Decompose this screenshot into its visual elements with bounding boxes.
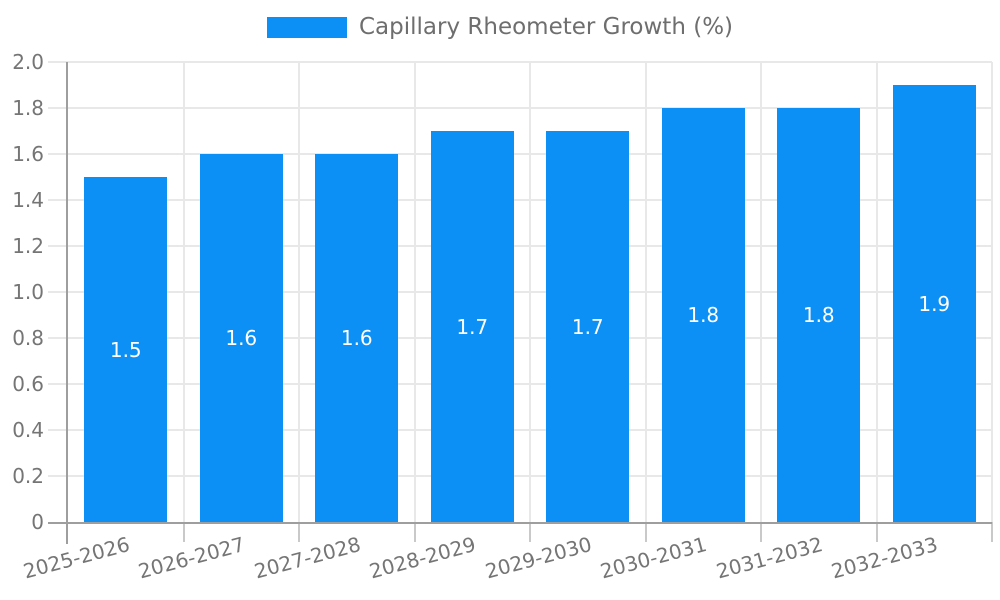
legend-swatch (266, 16, 347, 38)
y-tick-label: 1.0 (12, 280, 44, 304)
y-tick (48, 199, 68, 201)
bar-value-label: 1.9 (918, 291, 951, 316)
x-tick (298, 522, 300, 542)
x-tick-label: 2025-2026 (20, 532, 132, 584)
x-tick-label: 2027-2028 (251, 532, 363, 584)
bar-slot: 1.8 (646, 62, 762, 522)
bar-value-label: 1.6 (340, 326, 373, 350)
x-tick (644, 522, 647, 542)
bar[interactable]: 1.5 (84, 177, 168, 522)
y-tick-label: 0.2 (12, 464, 44, 488)
bar-slot: 1.8 (761, 62, 877, 522)
x-tick (875, 522, 878, 542)
bar-value-label: 1.7 (456, 314, 489, 339)
bar[interactable]: 1.6 (315, 154, 399, 522)
y-tick (48, 153, 68, 155)
bar-slot: 1.6 (184, 62, 300, 522)
bar[interactable]: 1.9 (892, 85, 976, 522)
x-tick-label: 2031-2032 (713, 532, 825, 584)
y-tick (48, 291, 68, 293)
y-tick (48, 245, 68, 247)
v-gridline (182, 62, 185, 522)
bar[interactable]: 1.7 (546, 131, 630, 522)
y-tick-label: 2.0 (12, 50, 44, 74)
bar-value-label: 1.7 (571, 314, 604, 339)
y-tick (48, 337, 68, 339)
y-axis-line (66, 62, 68, 544)
bar[interactable]: 1.7 (430, 131, 514, 522)
x-tick (413, 522, 416, 542)
v-gridline (644, 62, 647, 522)
x-tick-label: 2029-2030 (482, 532, 594, 584)
y-tick-label: 0.6 (12, 372, 44, 396)
v-gridline (529, 62, 531, 522)
x-tick (182, 522, 185, 542)
v-gridline (875, 62, 878, 522)
bar-value-label: 1.8 (802, 303, 835, 327)
bar[interactable]: 1.8 (661, 108, 745, 522)
x-tick (991, 522, 993, 542)
bar-value-label: 1.6 (225, 326, 258, 350)
y-tick-label: 1.2 (12, 234, 44, 258)
x-tick-label: 2030-2031 (597, 532, 710, 584)
bar-slot: 1.7 (415, 62, 531, 522)
y-tick (48, 61, 68, 63)
bar-slot: 1.7 (530, 62, 646, 522)
y-tick (48, 475, 68, 477)
x-tick-label: 2032-2033 (828, 532, 941, 584)
v-gridline (413, 62, 416, 522)
y-tick (48, 429, 68, 431)
v-gridline (298, 62, 300, 522)
chart-legend: Capillary Rheometer Growth (%) (0, 14, 1000, 40)
legend-item[interactable]: Capillary Rheometer Growth (%) (266, 14, 734, 40)
v-gridline (991, 62, 993, 522)
legend-label: Capillary Rheometer Growth (%) (358, 14, 734, 40)
y-tick-label: 1.6 (12, 142, 44, 166)
y-tick-label: 0.4 (12, 418, 44, 442)
x-tick-label: 2028-2029 (366, 532, 479, 584)
bar-slot: 1.9 (877, 62, 993, 522)
x-axis-line (48, 522, 992, 524)
v-gridline (760, 62, 762, 522)
y-tick-label: 1.8 (12, 96, 44, 120)
plot-area: 0 0.2 0.4 0.6 0.8 1.0 1.2 1.4 1.6 1.8 2.0 1.5 2025-2… (12, 50, 993, 583)
y-tick-label: 0 (31, 510, 44, 534)
bar[interactable]: 1.6 (199, 154, 283, 522)
bar-value-label: 1.5 (109, 337, 142, 362)
bar-value-label: 1.8 (687, 303, 720, 327)
x-tick-label: 2026-2027 (135, 532, 248, 584)
y-tick (48, 383, 68, 385)
x-tick (529, 522, 531, 542)
y-tick-label: 0.8 (12, 326, 44, 350)
bar-slot: 1.6 (299, 62, 415, 522)
y-tick (48, 107, 68, 109)
x-tick (760, 522, 762, 542)
y-tick-label: 1.4 (12, 188, 44, 212)
bar-slot: 1.5 (68, 62, 184, 522)
bar[interactable]: 1.8 (777, 108, 861, 522)
